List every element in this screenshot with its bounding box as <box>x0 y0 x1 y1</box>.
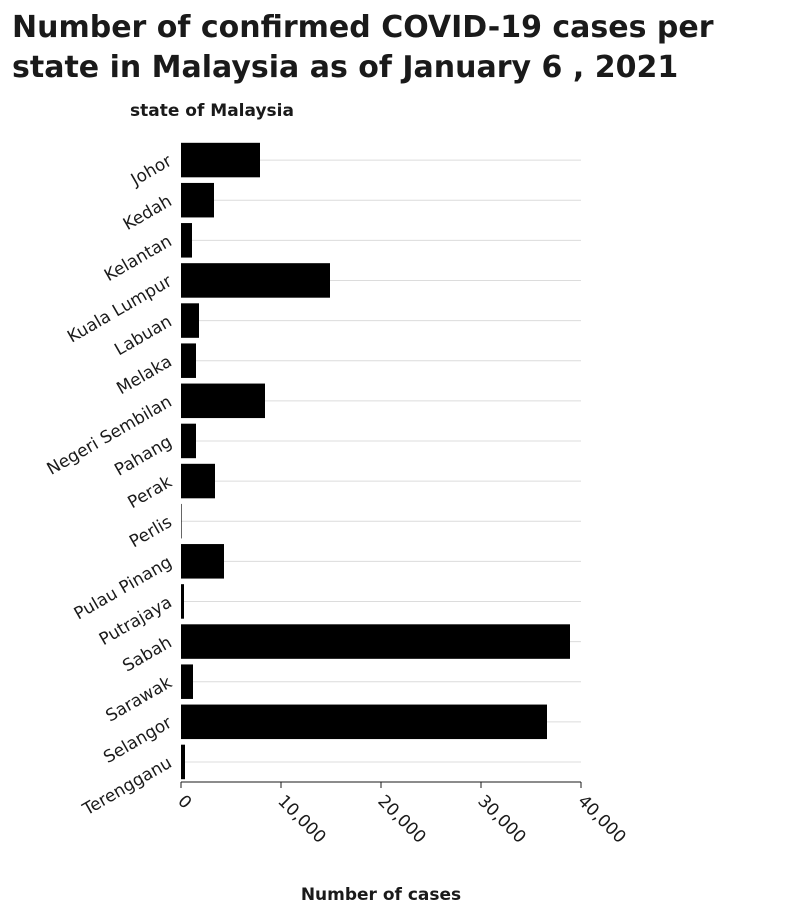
bar-negeri-sembilan <box>181 383 265 419</box>
chart-title: Number of confirmed COVID-19 cases per s… <box>12 10 714 85</box>
bar-selangor <box>181 704 547 740</box>
bar-sarawak <box>181 664 193 699</box>
bar-labuan <box>181 303 199 338</box>
x-tick-label: 20,000 <box>373 791 429 847</box>
x-axis <box>180 781 582 788</box>
y-tick-label: Kedah <box>120 191 176 235</box>
y-tick-label: Johor <box>127 151 176 191</box>
y-tick-label: Perlis <box>126 512 175 552</box>
x-axis-label: Number of cases <box>301 885 461 905</box>
bar-pahang <box>181 423 196 459</box>
y-tick-label: Terengganu <box>79 753 176 821</box>
x-tick-label: 10,000 <box>273 791 329 847</box>
bar-kuala-lumpur <box>181 263 330 298</box>
y-tick-label: Negeri Sembilan <box>44 392 176 480</box>
grid-lines <box>181 159 581 763</box>
y-tick-label: Perak <box>124 472 175 513</box>
bar-kelantan <box>181 223 192 258</box>
bar-kedah <box>181 182 214 218</box>
x-tick-label: 40,000 <box>573 791 629 847</box>
bar-pulau-pinang <box>181 544 224 579</box>
x-tick-label: 0 <box>173 791 195 813</box>
bar-terengganu <box>181 744 185 780</box>
x-tick-labels: 0 10,000 20,000 30,000 40,000 <box>173 791 629 847</box>
bar-perak <box>181 463 215 499</box>
y-axis-label: state of Malaysia <box>130 101 294 121</box>
bar-putrajaya <box>181 584 184 619</box>
y-tick-label: Sabah <box>119 633 175 677</box>
bar-melaka <box>181 343 196 378</box>
bars <box>181 142 570 780</box>
bar-sabah <box>181 624 570 659</box>
bar-johor <box>181 142 260 178</box>
bar-perlis <box>181 503 182 539</box>
x-tick-label: 30,000 <box>473 791 529 847</box>
